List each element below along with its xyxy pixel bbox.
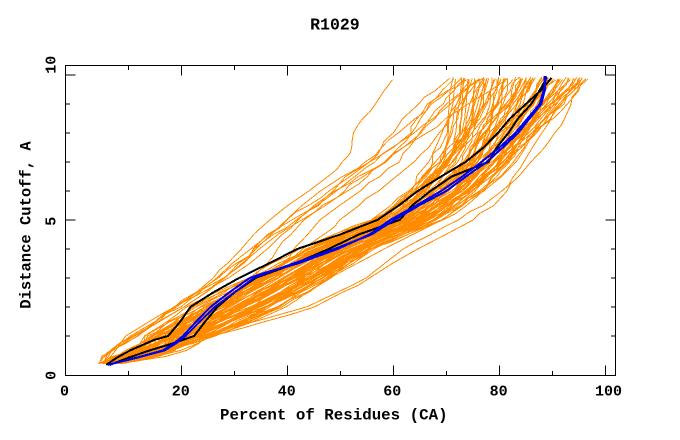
svg-text:R1029: R1029 bbox=[310, 16, 360, 35]
svg-text:10: 10 bbox=[44, 56, 61, 74]
svg-text:40: 40 bbox=[278, 383, 296, 400]
svg-text:0: 0 bbox=[44, 371, 61, 380]
svg-text:5: 5 bbox=[44, 217, 61, 226]
svg-text:Percent of Residues (CA): Percent of Residues (CA) bbox=[220, 407, 448, 425]
svg-text:0: 0 bbox=[60, 383, 69, 400]
svg-text:80: 80 bbox=[490, 383, 508, 400]
svg-text:Distance Cutoff, A: Distance Cutoff, A bbox=[18, 141, 36, 309]
svg-text:100: 100 bbox=[595, 383, 622, 400]
svg-text:20: 20 bbox=[172, 383, 190, 400]
svg-text:60: 60 bbox=[383, 383, 401, 400]
